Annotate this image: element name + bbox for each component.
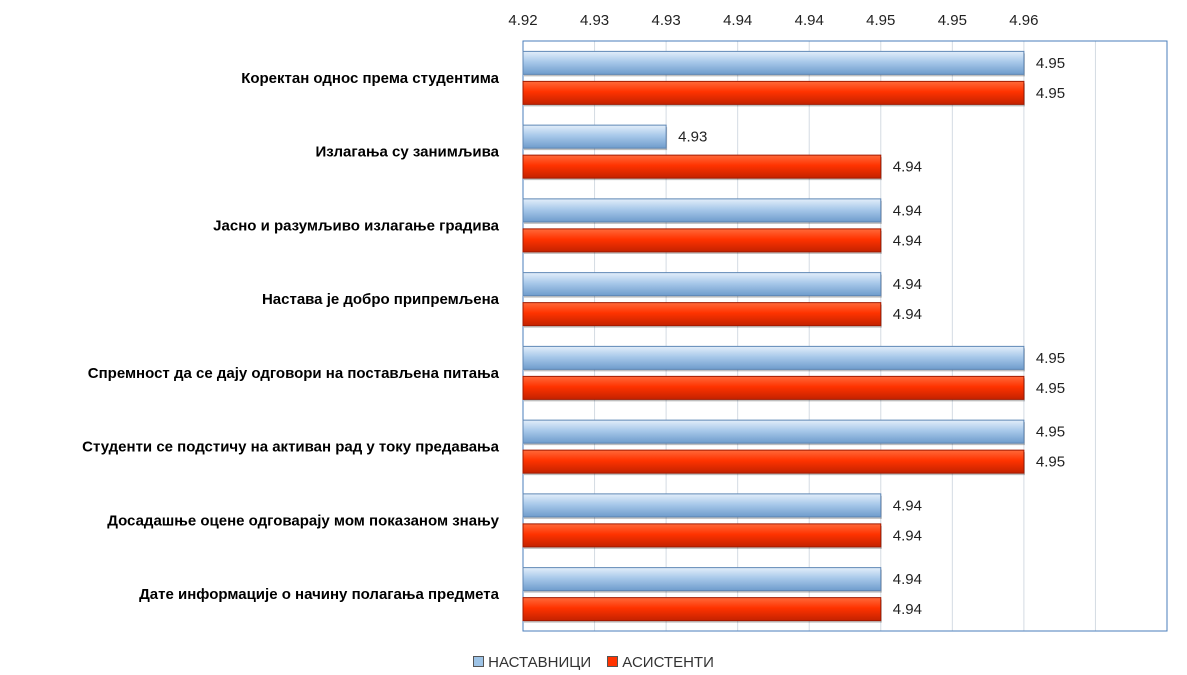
bar-series-1	[522, 50, 1025, 75]
bar-series-1	[522, 198, 882, 223]
data-label: 4.95	[1036, 454, 1065, 471]
x-tick-label: 4.95	[938, 12, 967, 29]
legend-label-series-1: НАСТАВНИЦИ	[488, 654, 592, 671]
bar-series-2	[522, 523, 882, 548]
bar-series-1	[522, 493, 882, 518]
data-label: 4.94	[893, 306, 922, 323]
x-tick-label: 4.96	[1009, 12, 1038, 29]
data-label: 4.94	[893, 202, 922, 219]
bar-series-2	[522, 228, 882, 253]
legend-swatch-series-2	[607, 656, 619, 667]
data-label: 4.95	[1036, 55, 1065, 72]
data-label: 4.94	[893, 276, 922, 293]
x-tick-label: 4.92	[508, 12, 537, 29]
bar-series-2	[522, 375, 1025, 400]
bar-series-2	[522, 302, 882, 327]
category-label: Јасно и разумљиво излагање градива	[213, 217, 499, 234]
x-tick-label: 4.95	[866, 12, 895, 29]
category-label: Излагања су занимљива	[315, 144, 499, 161]
x-tick-label: 4.93	[580, 12, 609, 29]
x-tick-label: 4.93	[652, 12, 681, 29]
category-label: Спремност да се дају одговори на постављ…	[88, 365, 500, 382]
data-label: 4.94	[893, 232, 922, 249]
legend-item-series-2: АСИСТЕНТИ	[607, 654, 714, 671]
plot-area-border	[522, 40, 1168, 632]
bar-series-1	[522, 272, 882, 297]
bar-series-2	[522, 154, 882, 179]
x-tick-label: 4.94	[795, 12, 824, 29]
category-label: Досадашње оцене одговарају мом показаном…	[107, 512, 499, 529]
data-label: 4.94	[893, 527, 922, 544]
category-label: Дате информације о начину полагања предм…	[139, 586, 500, 603]
x-tick-label: 4.94	[723, 12, 752, 29]
data-label: 4.95	[1036, 85, 1065, 102]
legend-swatch-series-1	[473, 656, 485, 667]
data-label: 4.95	[1036, 350, 1065, 367]
data-label: 4.94	[893, 571, 922, 588]
legend-item-series-1: НАСТАВНИЦИ	[473, 654, 591, 671]
data-label: 4.93	[678, 129, 707, 146]
category-label: Настава је добро припремљена	[262, 291, 500, 308]
bars	[522, 50, 1025, 623]
data-label: 4.95	[1036, 424, 1065, 441]
data-label: 4.94	[893, 497, 922, 514]
category-label: Коректан однос према студентима	[241, 70, 499, 87]
bar-series-2	[522, 449, 1025, 474]
bar-series-2	[522, 80, 1025, 105]
x-axis-ticks: 4.92 4.93 4.93 4.94 4.94 4.95 4.95 4.96	[508, 12, 1038, 29]
data-label: 4.94	[893, 601, 922, 618]
bar-series-1	[522, 124, 667, 149]
bar-series-1	[522, 419, 1025, 444]
category-labels: Коректан однос према студентима Излагања …	[82, 70, 500, 603]
data-label: 4.95	[1036, 380, 1065, 397]
category-label: Студенти се подстичу на активан рад у то…	[82, 439, 500, 456]
bar-series-1	[522, 345, 1025, 370]
data-label: 4.94	[893, 159, 922, 176]
bar-series-2	[522, 597, 882, 622]
data-labels: 4.95 4.95 4.93 4.94 4.94 4.94 4.94 4.94 4.95 4.95…	[678, 55, 1065, 618]
legend: НАСТАВНИЦИ АСИСТЕНТИ	[0, 654, 1187, 671]
bar-series-1	[522, 567, 882, 592]
legend-label-series-2: АСИСТЕНТИ	[622, 654, 714, 671]
